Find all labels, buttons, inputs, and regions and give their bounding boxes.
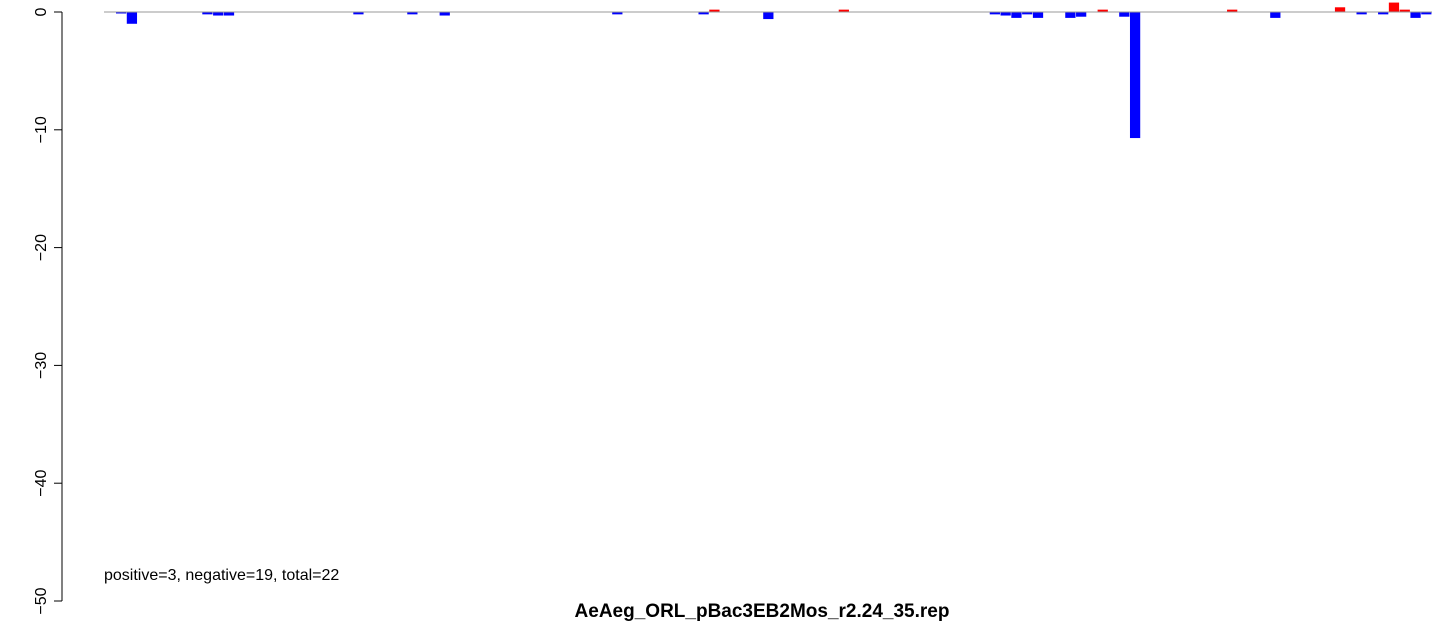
negative-bar [698,12,709,15]
negative-bar [1011,12,1022,18]
negative-bar [407,12,418,15]
negative-bar [1129,12,1141,139]
negative-bar [116,12,127,14]
negative-bar [989,12,1000,15]
negative-bar [1356,12,1367,15]
negative-bar [1378,12,1389,15]
negative-bar [1022,12,1033,15]
positive-bar [1227,9,1238,12]
positive-bar [1399,9,1410,12]
y-tick-label: −10 [33,116,50,143]
positive-bar [838,9,849,12]
negative-bar [223,12,235,16]
negative-bar [126,12,138,24]
summary-annotation: positive=3, negative=19, total=22 [104,567,339,584]
positive-bar [709,9,720,12]
negative-bar [1000,12,1011,16]
positive-bar [1334,7,1346,12]
y-tick-label: −50 [33,587,50,614]
y-axis: 0 −10 −20 −30 −40 −50 [33,7,63,615]
negative-bar [213,12,224,16]
negative-bar [353,12,364,15]
positive-bar [1097,9,1108,12]
bar-series [116,2,1432,139]
negative-bar [612,12,623,15]
negative-bar [439,12,450,16]
negative-bar [1065,12,1076,18]
y-tick-label: 0 [33,7,50,16]
negative-bar [1421,12,1432,15]
chart-title: AeAeg_ORL_pBac3EB2Mos_r2.24_35.rep [575,601,950,622]
negative-bar [1119,12,1130,17]
y-tick-label: −30 [33,352,50,379]
negative-bar [763,12,774,20]
y-tick-label: −20 [33,234,50,261]
negative-bar [1032,12,1044,18]
positive-bar [1388,2,1400,12]
y-tick-label: −40 [33,470,50,497]
negative-bar [1410,12,1421,18]
negative-bar [1270,12,1281,18]
negative-bar [202,12,213,15]
negative-bar [1076,12,1087,17]
